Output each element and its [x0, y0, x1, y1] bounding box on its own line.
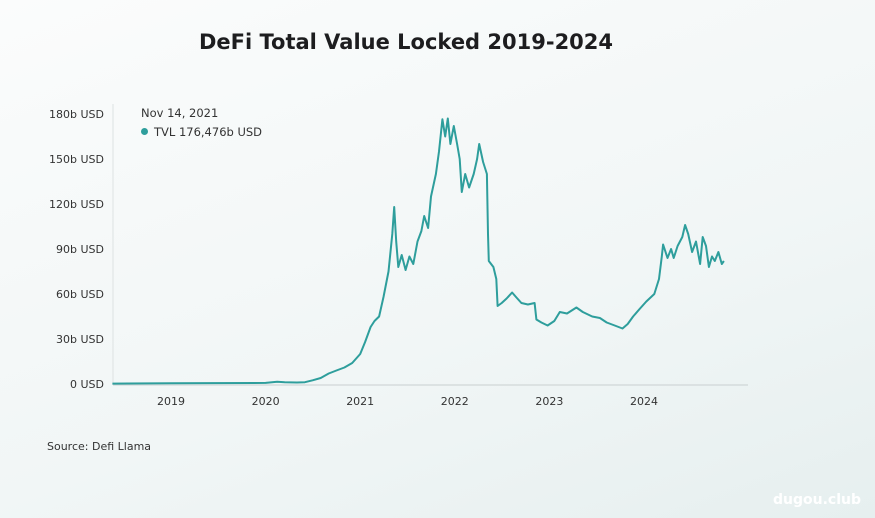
- x-tick-label: 2024: [630, 395, 658, 408]
- y-tick-label: 90b USD: [56, 243, 104, 256]
- x-tick-label: 2023: [535, 395, 563, 408]
- x-tick-label: 2019: [157, 395, 185, 408]
- x-tick-label: 2021: [346, 395, 374, 408]
- y-tick-label: 60b USD: [56, 288, 104, 301]
- tooltip-value: TVL 176,476b USD: [141, 125, 262, 139]
- tooltip-label: TVL 176,476b USD: [154, 125, 263, 139]
- watermark: dugou.club: [773, 492, 861, 508]
- chart-title: DeFi Total Value Locked 2019-2024: [198, 30, 614, 54]
- tvl-series-line: [112, 117, 725, 385]
- x-tick-label: 2020: [252, 395, 280, 408]
- y-tick-label: 0 USD: [70, 378, 104, 391]
- series-dot-icon: [141, 128, 148, 135]
- source-note: Source: Defi Llama: [47, 440, 152, 453]
- tooltip-date: Nov 14, 2021: [141, 106, 219, 120]
- x-tick-label: 2022: [441, 395, 469, 408]
- y-tick-label: 120b USD: [49, 198, 104, 211]
- y-tick-label: 150b USD: [49, 153, 104, 166]
- y-tick-label: 30b USD: [56, 333, 104, 346]
- y-tick-label: 180b USD: [49, 108, 104, 121]
